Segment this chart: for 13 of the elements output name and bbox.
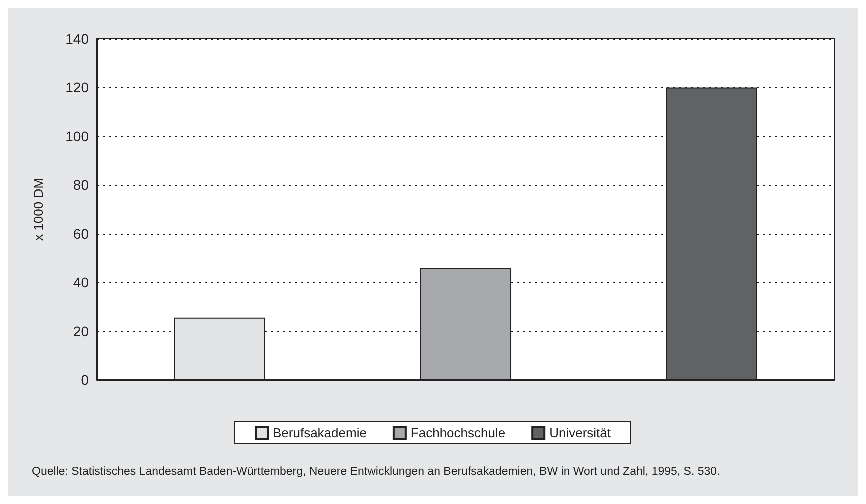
- y-tick-label: 20: [73, 323, 90, 340]
- source-note: Quelle: Statistisches Landesamt Baden-Württemberg, Neuere Entwicklungen an Berufsakademien, BW in Wort und Zahl, 1995, S. 530.: [32, 466, 720, 478]
- legend-label: Fachhochschule: [410, 426, 506, 440]
- y-axis-title: x 1000 DM: [31, 178, 46, 241]
- y-tick-label: 100: [66, 128, 90, 144]
- y-tick-label: 120: [66, 80, 90, 96]
- legend-label: Berufsakademie: [272, 426, 367, 440]
- y-tick-label: 140: [66, 31, 90, 47]
- y-tick-label: 60: [73, 226, 90, 242]
- y-tick-label: 80: [73, 177, 90, 194]
- y-tick-label: 0: [81, 372, 90, 388]
- legend-label: Universität: [550, 426, 612, 440]
- y-tick-label: 40: [73, 274, 90, 291]
